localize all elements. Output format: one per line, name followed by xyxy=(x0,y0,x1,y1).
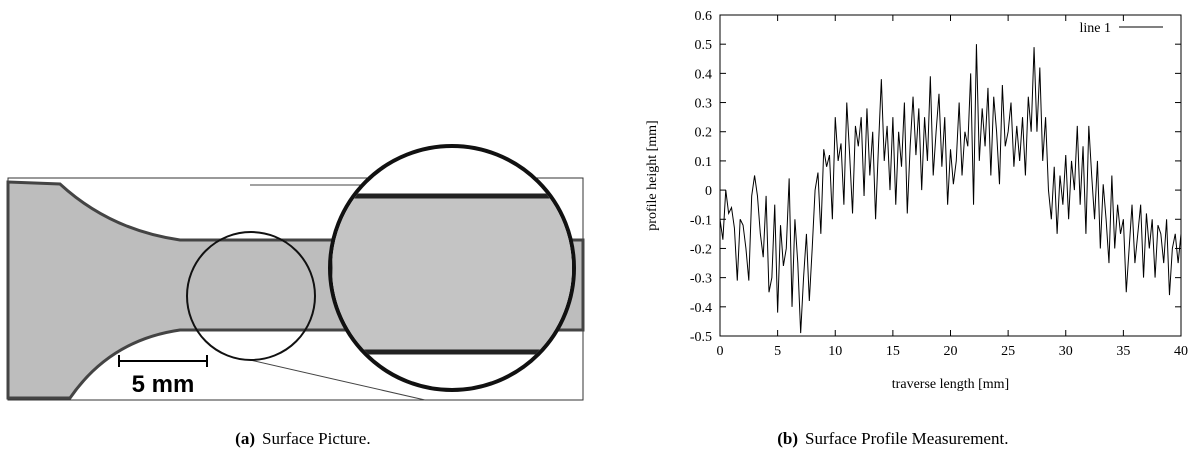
data-line xyxy=(719,44,1182,334)
x-tick-label: 40 xyxy=(1174,344,1188,359)
x-tick-label: 0 xyxy=(717,344,724,359)
y-tick-label: 0.6 xyxy=(695,9,713,24)
x-tick-label: 30 xyxy=(1059,344,1073,359)
y-tick-label: -0.2 xyxy=(690,242,712,257)
scale-label: 5 mm xyxy=(132,371,195,398)
caption-label: (a) xyxy=(235,429,255,448)
y-tick-label: 0 xyxy=(705,184,712,199)
x-tick-label: 25 xyxy=(1001,344,1015,359)
specimen xyxy=(6,180,585,400)
caption-label: (b) xyxy=(777,429,798,448)
y-tick-label: 0.1 xyxy=(695,155,713,170)
x-tick-label: 15 xyxy=(886,344,900,359)
x-tick-label: 5 xyxy=(774,344,781,359)
y-tick-label: 0.3 xyxy=(695,97,713,112)
caption: Surface Picture. xyxy=(262,429,371,448)
y-tick-label: -0.3 xyxy=(690,272,712,287)
y-tick-label: 0.2 xyxy=(695,126,713,141)
y-tick-label: -0.4 xyxy=(690,301,712,316)
x-tick-label: 20 xyxy=(944,344,958,359)
surface-picture: 5 mm xyxy=(6,144,585,401)
y-axis-label: profile height [mm] xyxy=(645,120,660,230)
y-tick-label: -0.1 xyxy=(690,213,712,228)
y-tick-label: 0.4 xyxy=(695,67,713,82)
zoom-detail xyxy=(332,193,572,355)
x-tick-label: 10 xyxy=(828,344,842,359)
legend-label: line 1 xyxy=(1080,21,1112,36)
y-tick-label: -0.5 xyxy=(690,330,712,345)
chart: 0 5 10 15 20 25 30 35 40 -0.5 -0.4 -0.3 -0.2 -0.1 0 0.1… xyxy=(645,9,1188,392)
y-tick-label: 0.5 xyxy=(695,38,713,53)
x-axis-label: traverse length [mm] xyxy=(892,377,1009,392)
caption: Surface Profile Measurement. xyxy=(805,429,1008,448)
x-tick-label: 35 xyxy=(1116,344,1130,359)
zoom-source xyxy=(186,231,316,361)
zoom-line xyxy=(249,359,426,401)
